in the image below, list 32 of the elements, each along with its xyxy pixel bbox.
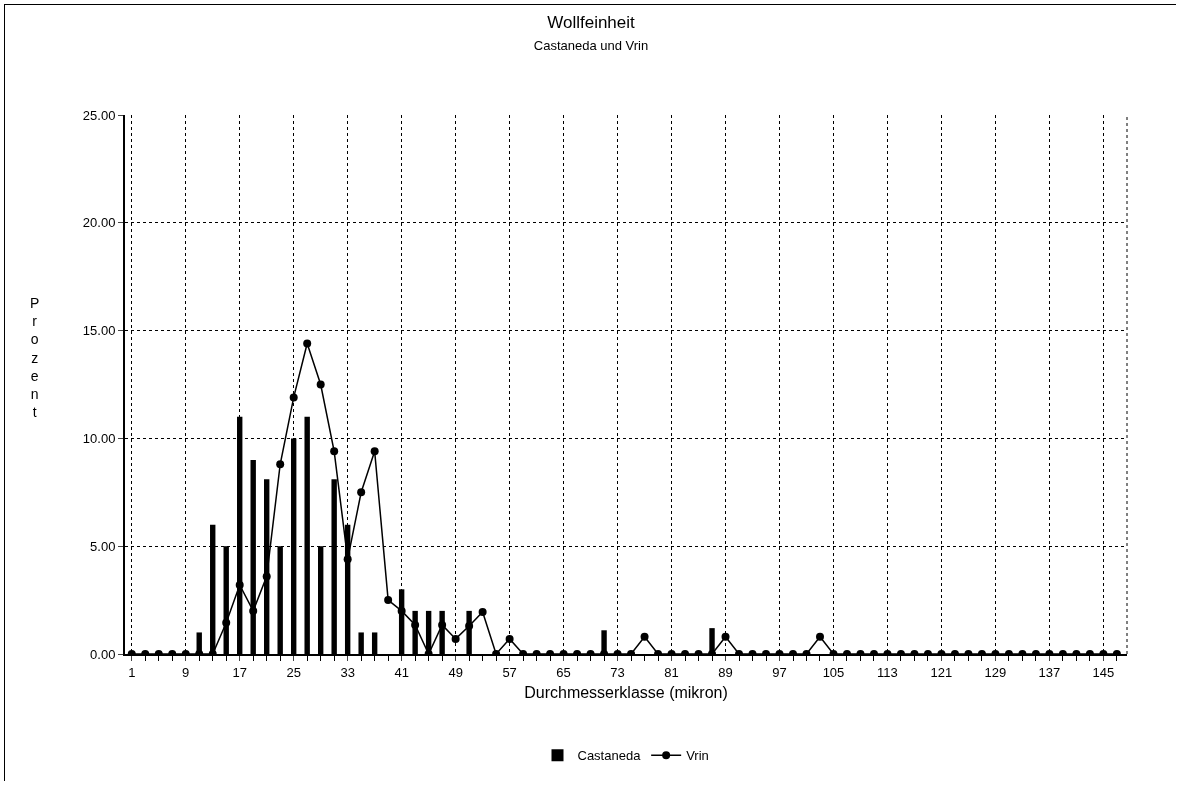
x-tick-label: 89: [718, 664, 733, 680]
x-tick-label: 57: [502, 664, 517, 680]
y-tick-label: 5.00: [90, 538, 116, 554]
x-tick-label: 9: [182, 664, 190, 680]
x-tick-label: 65: [556, 664, 571, 680]
x-tick-label: 105: [822, 664, 845, 680]
y-tick-label: 25.00: [82, 107, 116, 123]
x-tick-label: 129: [984, 664, 1007, 680]
y-tick-label: 0.00: [90, 646, 116, 662]
y-axis-title: Prozent: [30, 295, 40, 421]
chart-title: Wollfeinheit: [547, 13, 636, 33]
x-tick-label: 121: [930, 664, 953, 680]
x-tick-label: 81: [664, 664, 679, 680]
x-tick-label: 17: [232, 664, 247, 680]
x-tick-label: 49: [448, 664, 463, 680]
x-tick-label: 137: [1038, 664, 1061, 680]
x-tick-label: 1: [128, 664, 136, 680]
legend-label: Vrin: [686, 748, 709, 764]
x-axis-title: Durchmesserklasse (mikron): [524, 683, 728, 701]
x-tick-label: 33: [340, 664, 355, 680]
x-tick-label: 25: [286, 664, 301, 680]
chart-subtitle: Castaneda und Vrin: [533, 38, 649, 54]
legend-label: Castaneda: [577, 748, 642, 764]
x-tick-label: 73: [610, 664, 625, 680]
x-tick-label: 145: [1092, 664, 1115, 680]
x-tick-label: 113: [877, 664, 898, 680]
x-tick-label: 41: [394, 664, 409, 680]
y-tick-label: 15.00: [82, 323, 116, 339]
y-tick-label: 10.00: [82, 430, 116, 446]
y-tick-label: 20.00: [82, 215, 116, 231]
bar: [601, 630, 607, 654]
x-tick-label: 97: [772, 664, 787, 680]
